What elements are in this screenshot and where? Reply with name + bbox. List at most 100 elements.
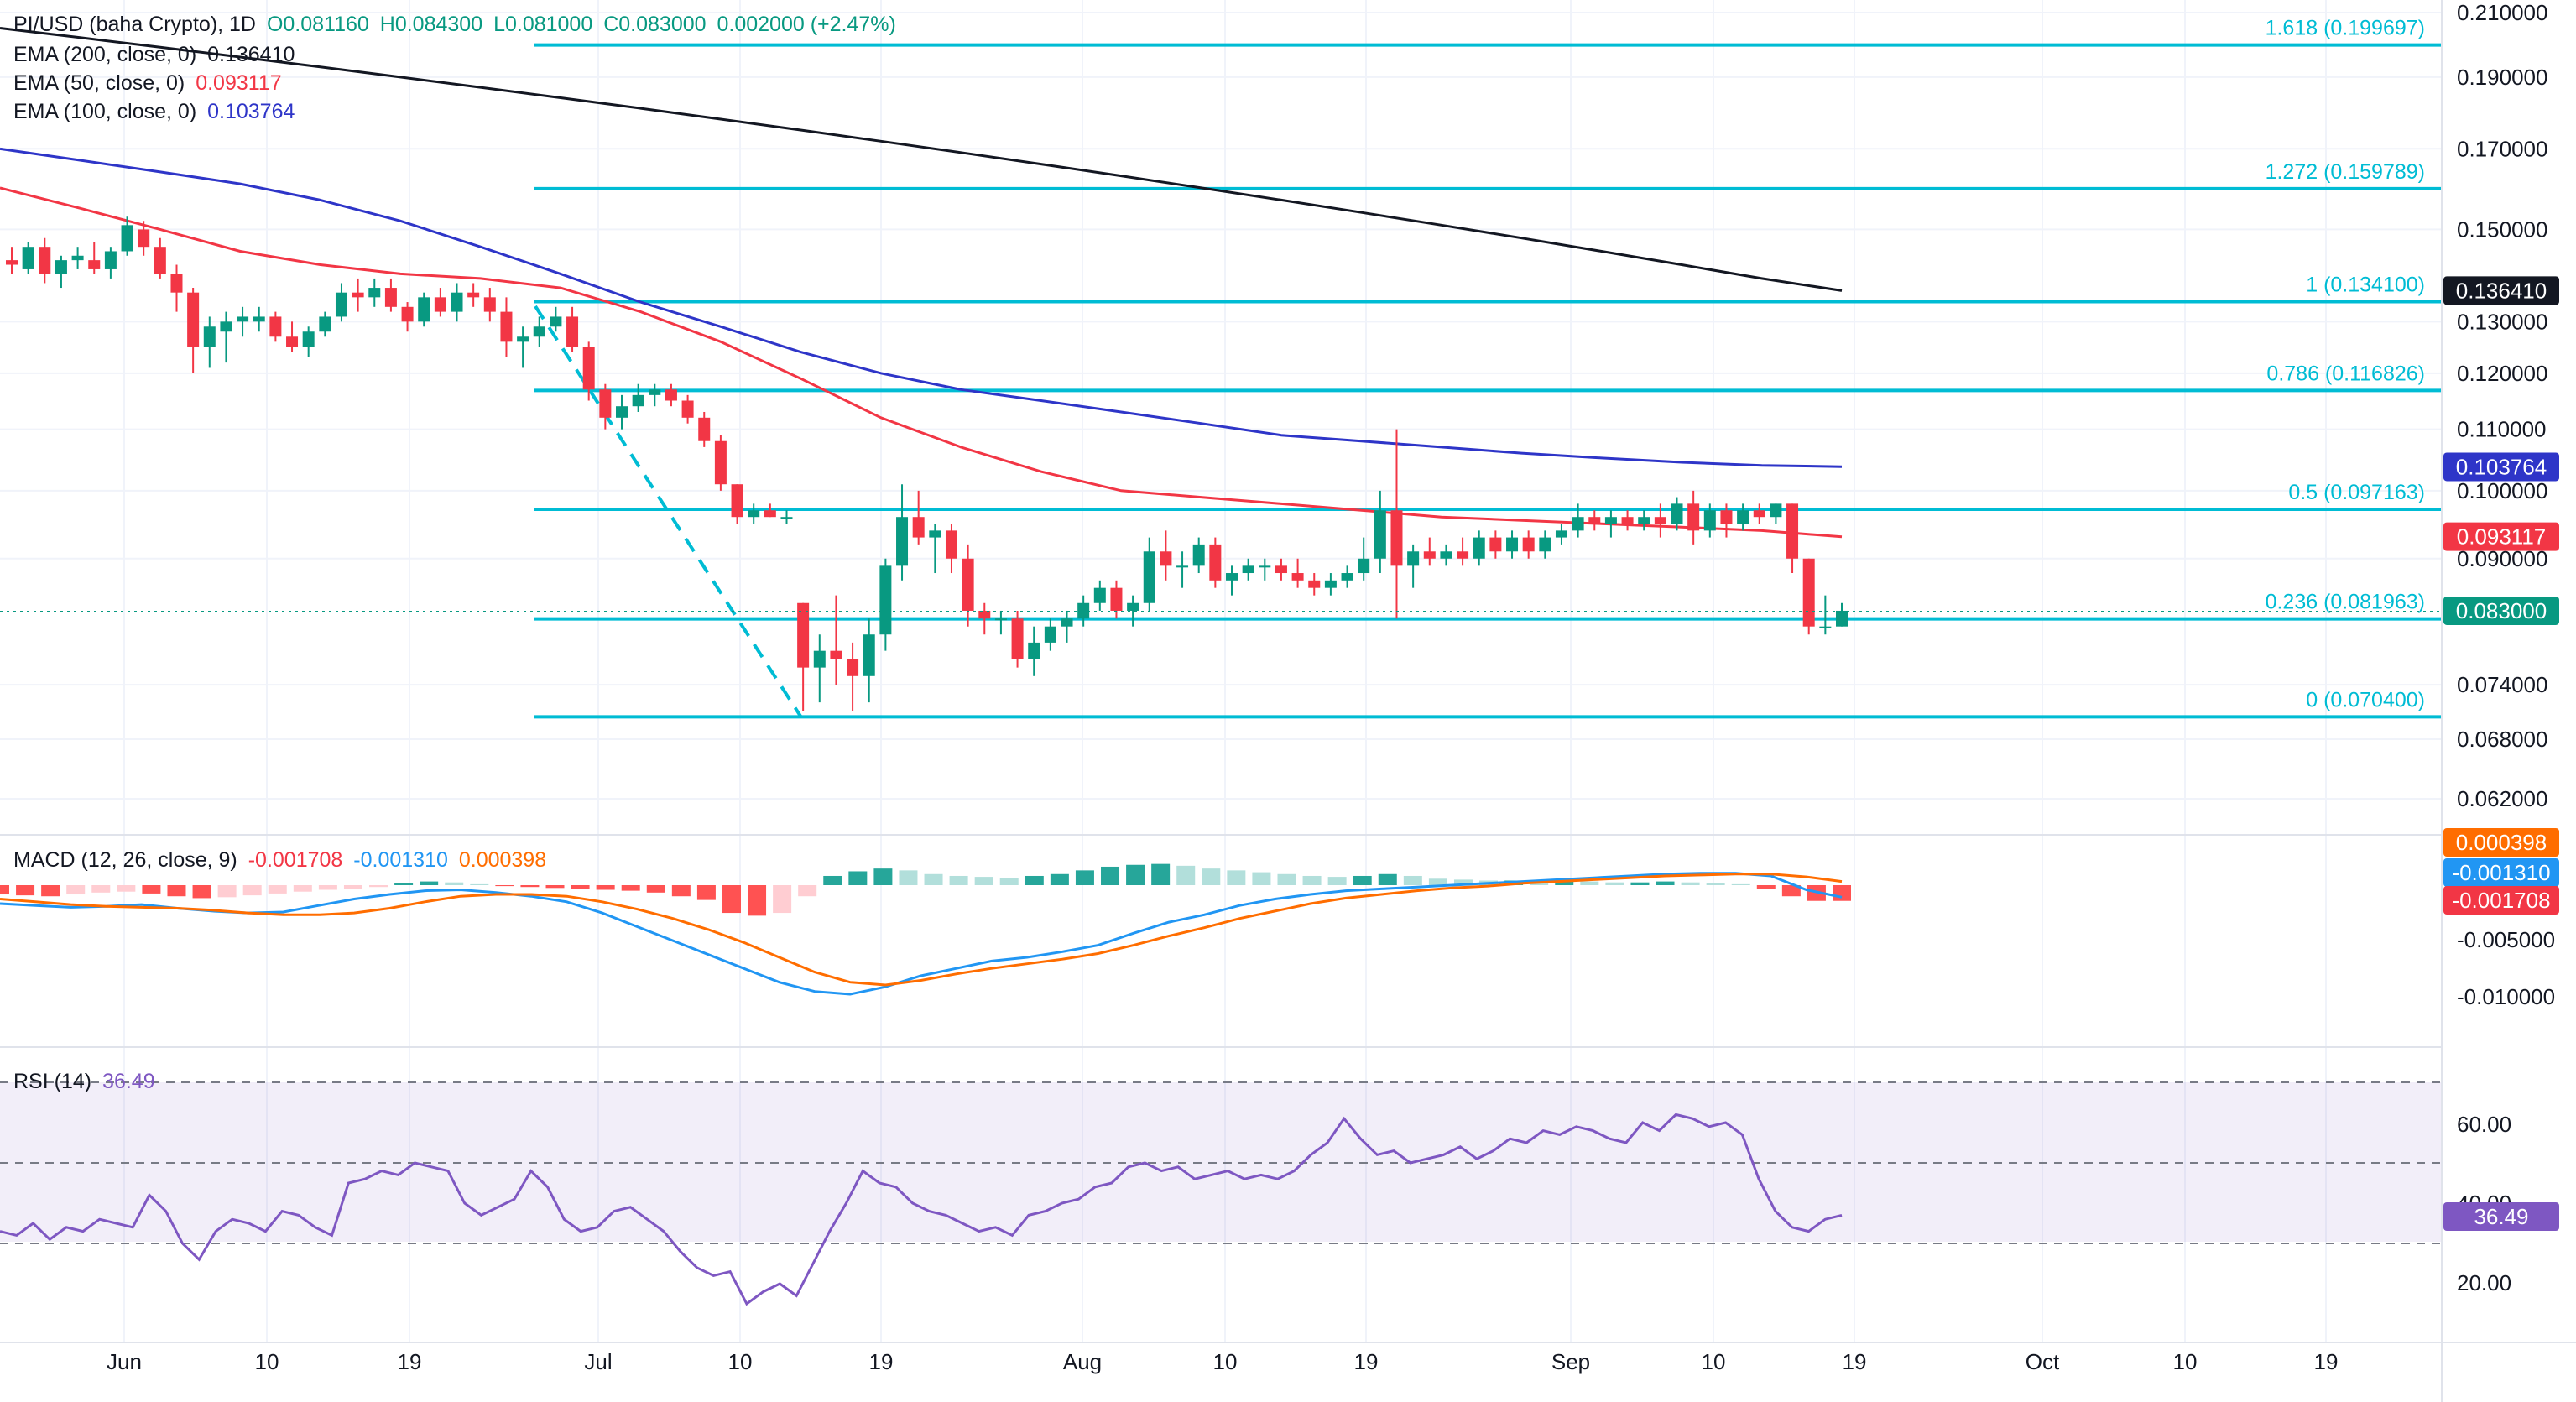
macd-line (0, 872, 1843, 996)
candle (1654, 503, 1666, 538)
macd-label: MACD (12, 26, close, 9) (13, 848, 237, 872)
candle-body (616, 406, 628, 418)
candle-body (764, 510, 776, 518)
candle (203, 316, 216, 368)
fib-label-0: 0 (0.070400) (2306, 688, 2425, 711)
macd-histogram-bar (671, 885, 691, 897)
macd-legend[interactable]: MACD (12, 26, close, 9) -0.001708 -0.001… (13, 846, 551, 874)
price-tag-3: 0.083000 (2443, 596, 2559, 625)
time-tick-label: 19 (398, 1349, 422, 1374)
candle-body (582, 347, 595, 390)
ema-legend-100[interactable]: EMA (100, close, 0) 0.103764 (13, 97, 300, 126)
candle-body (1473, 537, 1485, 559)
candlesticks[interactable] (6, 216, 1848, 711)
candle (566, 306, 579, 352)
macd-signal-value: 0.000398 (458, 848, 547, 872)
candle-body (1539, 537, 1551, 552)
candle-body (286, 336, 299, 347)
candle (994, 610, 1007, 635)
ema-legend-50[interactable]: EMA (50, close, 0) 0.093117 (13, 69, 287, 97)
candle-body (847, 659, 859, 676)
candle (335, 283, 347, 322)
candle (39, 237, 51, 284)
candle-body (170, 274, 183, 293)
rsi-tick-label: 20.00 (2457, 1270, 2511, 1295)
ema200-value: 0.136410 (207, 43, 295, 66)
candle-body (384, 288, 397, 307)
macd-histogram-bar (646, 885, 665, 893)
candle-body (1192, 544, 1205, 566)
candle (1242, 558, 1254, 581)
candle (1770, 503, 1782, 524)
candle-body (1819, 626, 1832, 628)
candle-body (138, 229, 150, 248)
fib-label-1: 1 (0.134100) (2306, 273, 2425, 296)
macd-histogram-bar (571, 885, 590, 889)
candle (1473, 530, 1485, 566)
price-tick-label: 0.074000 (2457, 672, 2547, 697)
candle-body (1259, 565, 1271, 568)
price-tag-0: 0.136410 (2443, 276, 2559, 305)
symbol-legend[interactable]: PI/USD (baha Crypto), 1D O0.081160 H0.08… (13, 10, 901, 39)
macd-histogram-bar (1706, 883, 1725, 885)
ema50-label: EMA (50, close, 0) (13, 71, 185, 95)
ema-legend-200[interactable]: EMA (200, close, 0) 0.136410 (13, 40, 300, 69)
candle-body (401, 306, 414, 322)
macd-histogram-bar (167, 885, 186, 897)
candle (1539, 530, 1551, 559)
candle (418, 292, 430, 327)
candle-body (302, 331, 315, 347)
candle-body (1555, 530, 1567, 538)
macd-histogram-bar (1731, 883, 1750, 885)
ema100-label: EMA (100, close, 0) (13, 100, 197, 123)
candle-body (912, 517, 925, 538)
rsi-legend[interactable]: RSI (14) 36.49 (13, 1067, 160, 1096)
macd-histogram-bar (1252, 872, 1271, 885)
candle (1555, 524, 1567, 545)
macd-tag-0: 0.000398 (2443, 828, 2559, 857)
macd-histogram-bar (1833, 885, 1851, 901)
candle-body (533, 326, 545, 337)
price-tag-2-text: 0.093117 (2457, 524, 2547, 550)
time-tick-label: 10 (255, 1349, 279, 1374)
candle-body (1209, 544, 1222, 581)
candle-body (467, 292, 480, 298)
candle-body (1671, 503, 1683, 524)
candle-body (1423, 551, 1436, 559)
candle (748, 503, 760, 524)
macd-histogram-bar (1176, 865, 1196, 885)
candle-body (418, 297, 430, 322)
candle-body (978, 610, 991, 619)
macd-tag-1-text: -0.001310 (2452, 860, 2550, 885)
candle-body (632, 394, 644, 407)
candle (681, 394, 694, 424)
candle-body (797, 602, 810, 668)
macd-histogram-bar (722, 885, 741, 914)
macd-tag-2-box (2443, 886, 2559, 915)
candle (500, 297, 513, 357)
candle-body (55, 260, 67, 274)
candle-body (1308, 580, 1321, 588)
candle (1077, 595, 1090, 627)
candle-body (1588, 517, 1601, 524)
candle (237, 306, 249, 337)
time-tick-label: Sep (1551, 1349, 1590, 1374)
candle-body (253, 316, 265, 322)
candle-body (1654, 517, 1666, 524)
candle (1127, 595, 1139, 627)
macd-histogram-bar (974, 877, 993, 885)
candle-body (599, 389, 612, 418)
candle (665, 383, 677, 407)
candle (384, 278, 397, 312)
candle (1440, 544, 1452, 566)
candle (187, 288, 200, 373)
candle (1423, 537, 1436, 566)
ema100-line (0, 147, 1843, 468)
time-tick-label: 10 (1213, 1349, 1238, 1374)
macd-histogram-bar (117, 885, 136, 892)
candle (1638, 510, 1650, 531)
macd-hist-value: -0.001708 (248, 848, 343, 872)
macd-tag-1-box (2443, 858, 2559, 887)
candle-body (879, 565, 892, 635)
price-tick-label: 0.068000 (2457, 727, 2547, 752)
